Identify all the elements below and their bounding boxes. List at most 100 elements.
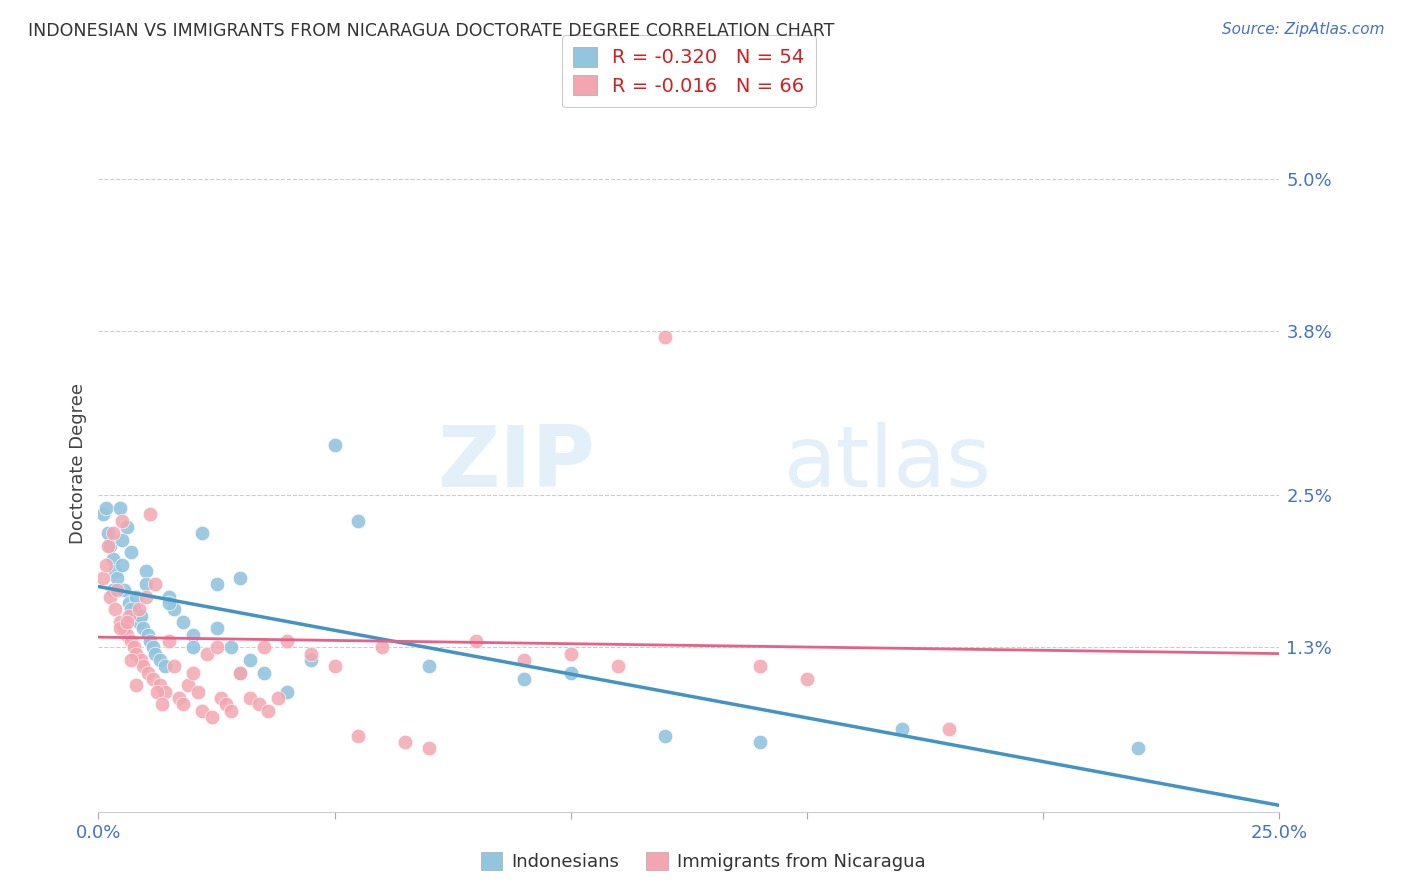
Point — [142, 672, 165, 686]
Point — [654, 330, 676, 344]
Point — [371, 640, 394, 655]
Point — [239, 690, 262, 705]
Point — [239, 653, 262, 667]
Point — [122, 640, 145, 655]
Point — [607, 659, 630, 673]
Text: ZIP: ZIP — [437, 422, 595, 506]
Point — [253, 665, 276, 680]
Text: atlas: atlas — [783, 422, 991, 506]
Point — [181, 665, 204, 680]
Point — [560, 647, 582, 661]
Point — [101, 551, 124, 566]
Point — [139, 508, 162, 522]
Point — [560, 665, 582, 680]
Point — [111, 514, 134, 528]
Point — [276, 684, 298, 698]
Point — [125, 678, 148, 692]
Point — [215, 697, 238, 711]
Point — [104, 602, 127, 616]
Point — [181, 640, 204, 655]
Point — [253, 640, 276, 655]
Point — [129, 653, 152, 667]
Point — [104, 565, 127, 579]
Point — [94, 558, 117, 572]
Point — [91, 508, 114, 522]
Point — [1126, 741, 1149, 756]
Point — [890, 723, 912, 737]
Point — [172, 615, 194, 629]
Point — [136, 665, 159, 680]
Point — [465, 634, 488, 648]
Point — [267, 690, 290, 705]
Point — [111, 558, 134, 572]
Point — [101, 526, 124, 541]
Point — [157, 596, 180, 610]
Point — [143, 647, 166, 661]
Point — [108, 621, 131, 635]
Point — [209, 690, 232, 705]
Point — [512, 672, 534, 686]
Point — [115, 615, 138, 629]
Point — [172, 697, 194, 711]
Point — [121, 653, 143, 667]
Point — [654, 729, 676, 743]
Point — [153, 659, 176, 673]
Point — [229, 665, 252, 680]
Point — [229, 665, 252, 680]
Text: Source: ZipAtlas.com: Source: ZipAtlas.com — [1222, 22, 1385, 37]
Point — [142, 640, 165, 655]
Point — [128, 615, 150, 629]
Point — [195, 647, 218, 661]
Point — [118, 596, 141, 610]
Point — [146, 684, 169, 698]
Point — [132, 659, 155, 673]
Point — [150, 697, 173, 711]
Point — [938, 723, 960, 737]
Point — [347, 514, 370, 528]
Point — [125, 647, 148, 661]
Point — [91, 571, 114, 585]
Point — [122, 602, 145, 616]
Point — [118, 608, 141, 623]
Point — [98, 539, 121, 553]
Point — [276, 634, 298, 648]
Point — [418, 741, 440, 756]
Point — [135, 577, 157, 591]
Point — [187, 684, 209, 698]
Point — [115, 520, 138, 534]
Point — [748, 735, 770, 749]
Point — [132, 621, 155, 635]
Point — [153, 684, 176, 698]
Point — [394, 735, 416, 749]
Point — [98, 590, 121, 604]
Point — [128, 602, 150, 616]
Point — [157, 590, 180, 604]
Point — [323, 438, 346, 452]
Point — [135, 590, 157, 604]
Point — [299, 647, 322, 661]
Point — [111, 533, 134, 547]
Point — [149, 678, 172, 692]
Point — [157, 634, 180, 648]
Point — [149, 653, 172, 667]
Point — [205, 577, 228, 591]
Y-axis label: Doctorate Degree: Doctorate Degree — [69, 384, 87, 544]
Point — [201, 710, 224, 724]
Point — [512, 653, 534, 667]
Point — [205, 621, 228, 635]
Point — [219, 640, 242, 655]
Point — [167, 690, 190, 705]
Point — [323, 659, 346, 673]
Point — [105, 571, 128, 585]
Point — [108, 615, 131, 629]
Legend: Indonesians, Immigrants from Nicaragua: Indonesians, Immigrants from Nicaragua — [474, 845, 932, 879]
Point — [796, 672, 818, 686]
Text: INDONESIAN VS IMMIGRANTS FROM NICARAGUA DOCTORATE DEGREE CORRELATION CHART: INDONESIAN VS IMMIGRANTS FROM NICARAGUA … — [28, 22, 835, 40]
Point — [163, 602, 186, 616]
Point — [205, 640, 228, 655]
Point — [112, 621, 135, 635]
Point — [163, 659, 186, 673]
Point — [191, 526, 214, 541]
Point — [129, 608, 152, 623]
Point — [105, 583, 128, 598]
